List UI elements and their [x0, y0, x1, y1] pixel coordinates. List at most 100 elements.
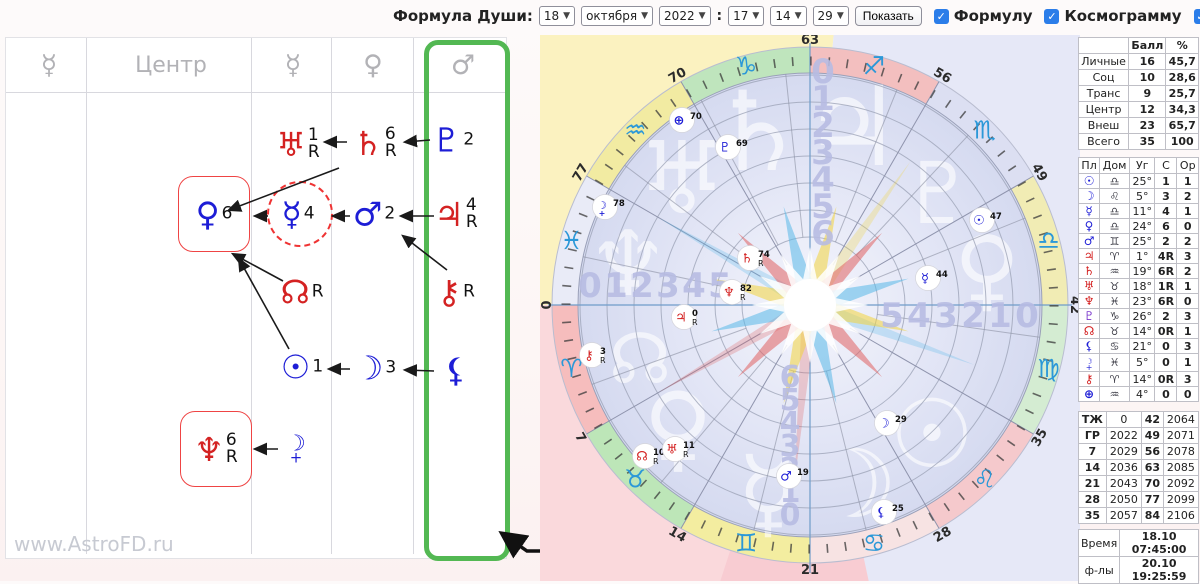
- table-row: 28 2050 77 2099: [1078, 491, 1200, 508]
- chip-earth: ⊕ 70: [669, 107, 702, 133]
- svg-text:♄: ♄: [741, 252, 753, 267]
- svg-text:69: 69: [736, 139, 748, 149]
- checkbox-table[interactable]: ✓ Таблицу: [1193, 7, 1200, 25]
- day-select[interactable]: 18 ▼: [538, 6, 576, 26]
- table-row: Время 18.10 07:45:00: [1077, 529, 1199, 557]
- column-header-mercury-icon: ☿: [284, 49, 302, 81]
- svg-text:1: 1: [604, 266, 628, 306]
- formula-node-pluto: ♇ 2: [431, 120, 475, 160]
- planet-row-north-node: ☊ ♉ 14° 0R 1: [1077, 323, 1199, 339]
- uranus-icon: ♅: [1083, 279, 1095, 293]
- show-button[interactable]: Показать: [854, 6, 922, 26]
- sign-libra-icon: ♎: [1037, 226, 1059, 255]
- svg-text:R: R: [653, 457, 659, 466]
- planet-row-selena: ☽ + ♓ 5° 0 1: [1077, 353, 1199, 372]
- year-select[interactable]: 2022 ▼: [659, 6, 711, 26]
- formula-node-moon: ☽ 3: [353, 348, 397, 388]
- chip-saturn: ♄ 74R: [737, 245, 770, 271]
- watermark-☉: ☉: [889, 380, 974, 490]
- checkbox-checked-icon: ✓: [1044, 8, 1060, 24]
- planet-row-uranus: ♅ ♉ 18° 1R 1: [1077, 278, 1199, 294]
- svg-text:☊: ☊: [636, 450, 648, 465]
- svg-text:3: 3: [780, 429, 801, 464]
- hour-select[interactable]: 17 ▼: [728, 6, 765, 26]
- mars-orbit-highlight: [424, 40, 510, 561]
- chevron-down-icon: ▼: [794, 11, 802, 21]
- svg-text:19: 19: [797, 468, 809, 478]
- side-tables: Балл% Личные 16 45,7 Соц 10 28,6 Транс 9 25,7 Цент…: [1077, 37, 1200, 584]
- chip-jupiter: ♃ 0R: [671, 304, 698, 330]
- chip-neptune: ♆ 82R: [719, 279, 752, 305]
- svg-text:R: R: [692, 318, 698, 327]
- column-header-mars-icon: ♂: [450, 49, 476, 81]
- formula-node-selena: ☽ +: [286, 431, 306, 467]
- uranus-icon: ♅: [276, 124, 306, 164]
- table-row: 7 2029 56 2078: [1078, 443, 1200, 460]
- formula-node-uranus: ♅ 1 R: [276, 124, 320, 164]
- svg-text:⊕: ⊕: [674, 114, 685, 129]
- sign-scorpio-icon: ♏: [973, 115, 995, 144]
- moon-icon: ☽: [1083, 189, 1095, 203]
- svg-text:+: +: [599, 209, 606, 218]
- toolbar: Формула Души: 18 ▼ октября ▼ 2022 ▼ : 17 ▼ 1…: [393, 2, 1200, 30]
- minute-select[interactable]: 14 ▼: [770, 6, 807, 26]
- formula-panel: ☿ Центр ☿ ♀ ♂ ♅ 1 R ♄ 6 R ♇ 2 ♀ 6 ☿ 4 ♂ 2 ♃ 4 R ☊ R ⚷ R ☉ 1 ☽ 3 ⚸…: [5, 37, 510, 561]
- chevron-down-icon: ▼: [698, 11, 706, 21]
- header-divider: [6, 92, 506, 93]
- mercury-icon: ☿: [1085, 204, 1093, 218]
- svg-text:♂: ♂: [780, 470, 792, 485]
- svg-text:29: 29: [895, 415, 907, 425]
- svg-text:2: 2: [630, 266, 654, 306]
- column-divider: [413, 38, 414, 554]
- svg-text:⚸: ⚸: [876, 506, 886, 521]
- month-select[interactable]: октября ▼: [581, 6, 654, 26]
- svg-text:78: 78: [613, 199, 625, 209]
- sign-virgo-icon: ♍: [1037, 354, 1059, 383]
- column-divider: [331, 38, 332, 554]
- planets-table: Пл Дом Уг С Ор ☉ ♎ 25° 1 1 ☽ ♌ 5° 3 2 ☿ ♎ 11° 4 1 ♀ ♎ 24° 6 0 ♂ ♊ 2…: [1077, 157, 1199, 402]
- planet-row-mars: ♂ ♊ 25° 2 2: [1077, 233, 1199, 249]
- planet-row-mercury: ☿ ♎ 11° 4 1: [1077, 203, 1199, 219]
- chip-mercury: ☿ 44: [915, 265, 948, 291]
- lilith-icon: ⚸: [443, 350, 469, 390]
- column-header-center: Центр: [135, 52, 207, 78]
- table-row: Центр 12 34,3: [1077, 101, 1199, 118]
- table-row: ГР 2022 49 2071: [1078, 427, 1200, 444]
- mars-icon: ♂: [1083, 234, 1095, 248]
- formula-node-sun: ☉ 1: [280, 347, 324, 387]
- watermark-♃: ♃: [803, 63, 902, 191]
- svg-text:1: 1: [988, 296, 1012, 336]
- planet-row-earth: ⊕ ♒ 4° 0 0: [1077, 386, 1199, 402]
- planet-row-venus: ♀ ♎ 24° 6 0: [1077, 218, 1199, 234]
- formula-node-saturn: ♄ 6 R: [353, 123, 397, 163]
- chevron-down-icon: ▼: [641, 11, 649, 21]
- checkbox-formula[interactable]: ✓ Формулу: [933, 7, 1032, 25]
- svg-text:4: 4: [682, 266, 706, 306]
- sign-sagittarius-icon: ♐: [863, 51, 885, 80]
- svg-text:5: 5: [780, 383, 801, 418]
- second-select[interactable]: 29 ▼: [812, 6, 849, 26]
- table-row: Всего 35 100: [1077, 133, 1199, 150]
- formula-node-neptune: ♆ 6 R: [194, 429, 238, 469]
- saturn-icon: ♄: [1083, 264, 1095, 278]
- checkbox-checked-icon: ✓: [933, 8, 949, 24]
- svg-text:1: 1: [811, 79, 835, 119]
- site-watermark: www.AstroFD.ru: [14, 532, 174, 556]
- table-row: 14 2036 63 2085: [1078, 459, 1200, 476]
- table-row: Личные 16 45,7: [1077, 53, 1199, 70]
- jupiter-icon: ♃: [434, 194, 464, 234]
- neptune-frame: [180, 411, 252, 487]
- checkbox-cosmogram[interactable]: ✓ Космограмму: [1044, 7, 1182, 25]
- svg-text:R: R: [683, 450, 689, 459]
- age-label: 21: [801, 563, 819, 578]
- ages-table: ТЖ 0 42 2064 ГР 2022 49 2071 7 2029 56 2078 14 2036 63…: [1078, 411, 1200, 524]
- chevron-down-icon: ▼: [563, 11, 571, 21]
- svg-text:♆: ♆: [723, 286, 735, 301]
- checkbox-checked-icon: ✓: [1193, 8, 1200, 24]
- times-table: Время 18.10 07:45:00 ф-лы 20.10 19:25:59: [1077, 529, 1199, 584]
- moon-icon: ☽: [353, 348, 384, 388]
- svg-text:4: 4: [811, 160, 835, 200]
- svg-text:♅: ♅: [666, 443, 678, 458]
- svg-text:3: 3: [934, 296, 958, 336]
- svg-text:☽: ☽: [878, 417, 890, 432]
